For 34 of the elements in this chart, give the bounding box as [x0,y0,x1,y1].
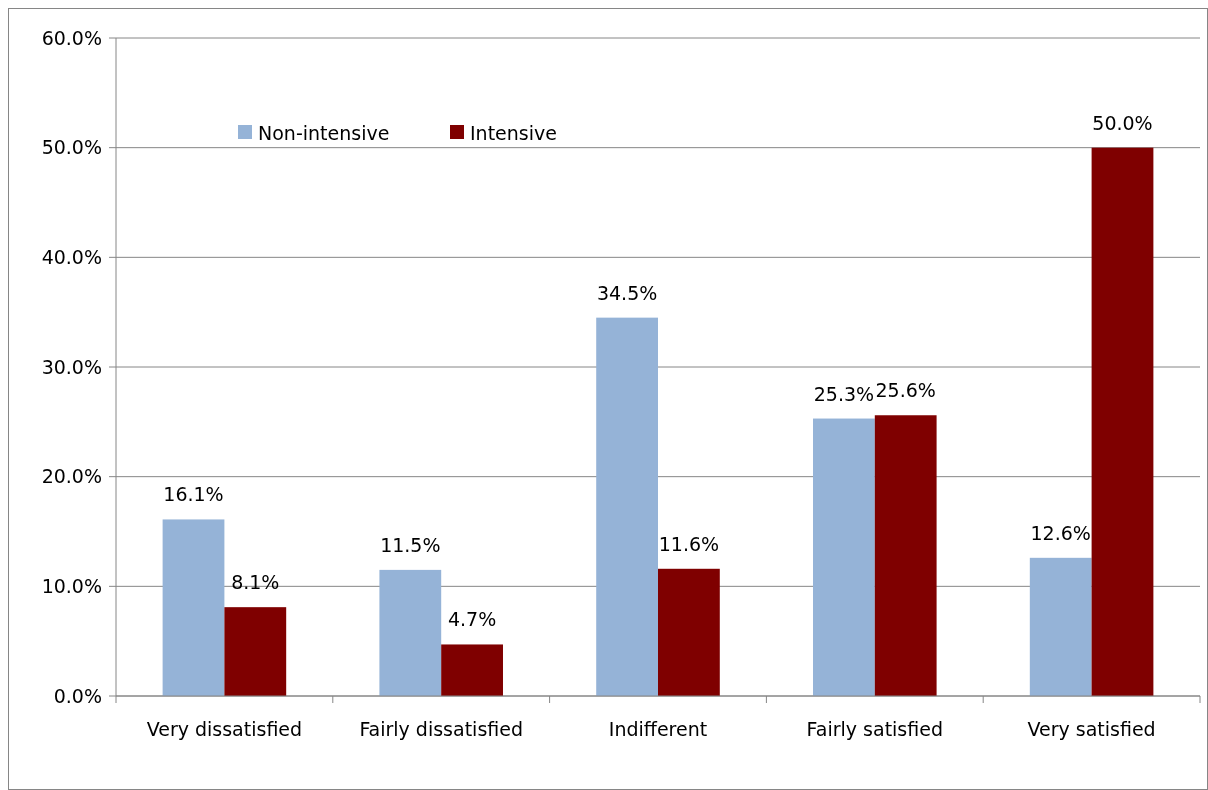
data-label: 34.5% [596,281,658,304]
bar [379,569,442,696]
data-label: 12.6% [1030,521,1091,544]
bar [813,418,875,696]
data-label: 50.0% [1092,111,1153,134]
x-tick-label: Fairly dissatisfied [359,718,523,740]
bar [441,644,503,696]
data-label: 4.7% [447,608,497,631]
y-tick-label: 20.0% [41,465,102,488]
bar [162,519,225,696]
data-label: 8.1% [231,571,280,594]
legend-label: Non-intensive [258,121,390,144]
data-label: 16.1% [163,483,224,506]
bar [1091,147,1154,696]
y-tick-label: 60.0% [41,26,102,49]
x-tick-label: Fairly satisfied [806,718,943,740]
bar [658,568,720,696]
y-tick-label: 0.0% [53,684,102,707]
legend-label: Intensive [470,121,557,144]
data-label: 25.6% [875,379,936,402]
data-label: 11.5% [380,533,441,556]
x-tick-label: Indifferent [608,718,708,740]
bar [874,415,937,696]
bar [596,317,658,696]
y-tick-label: 30.0% [41,355,102,378]
bar [224,607,287,696]
bar [1029,557,1092,696]
y-tick-label: 10.0% [41,574,102,597]
data-label: 25.3% [813,382,875,405]
y-tick-label: 50.0% [41,136,102,159]
x-tick-label: Very dissatisfied [146,718,303,740]
y-tick-label: 40.0% [41,245,102,268]
data-label: 11.6% [658,532,720,555]
x-tick-label: Very satisfied [1027,718,1156,740]
